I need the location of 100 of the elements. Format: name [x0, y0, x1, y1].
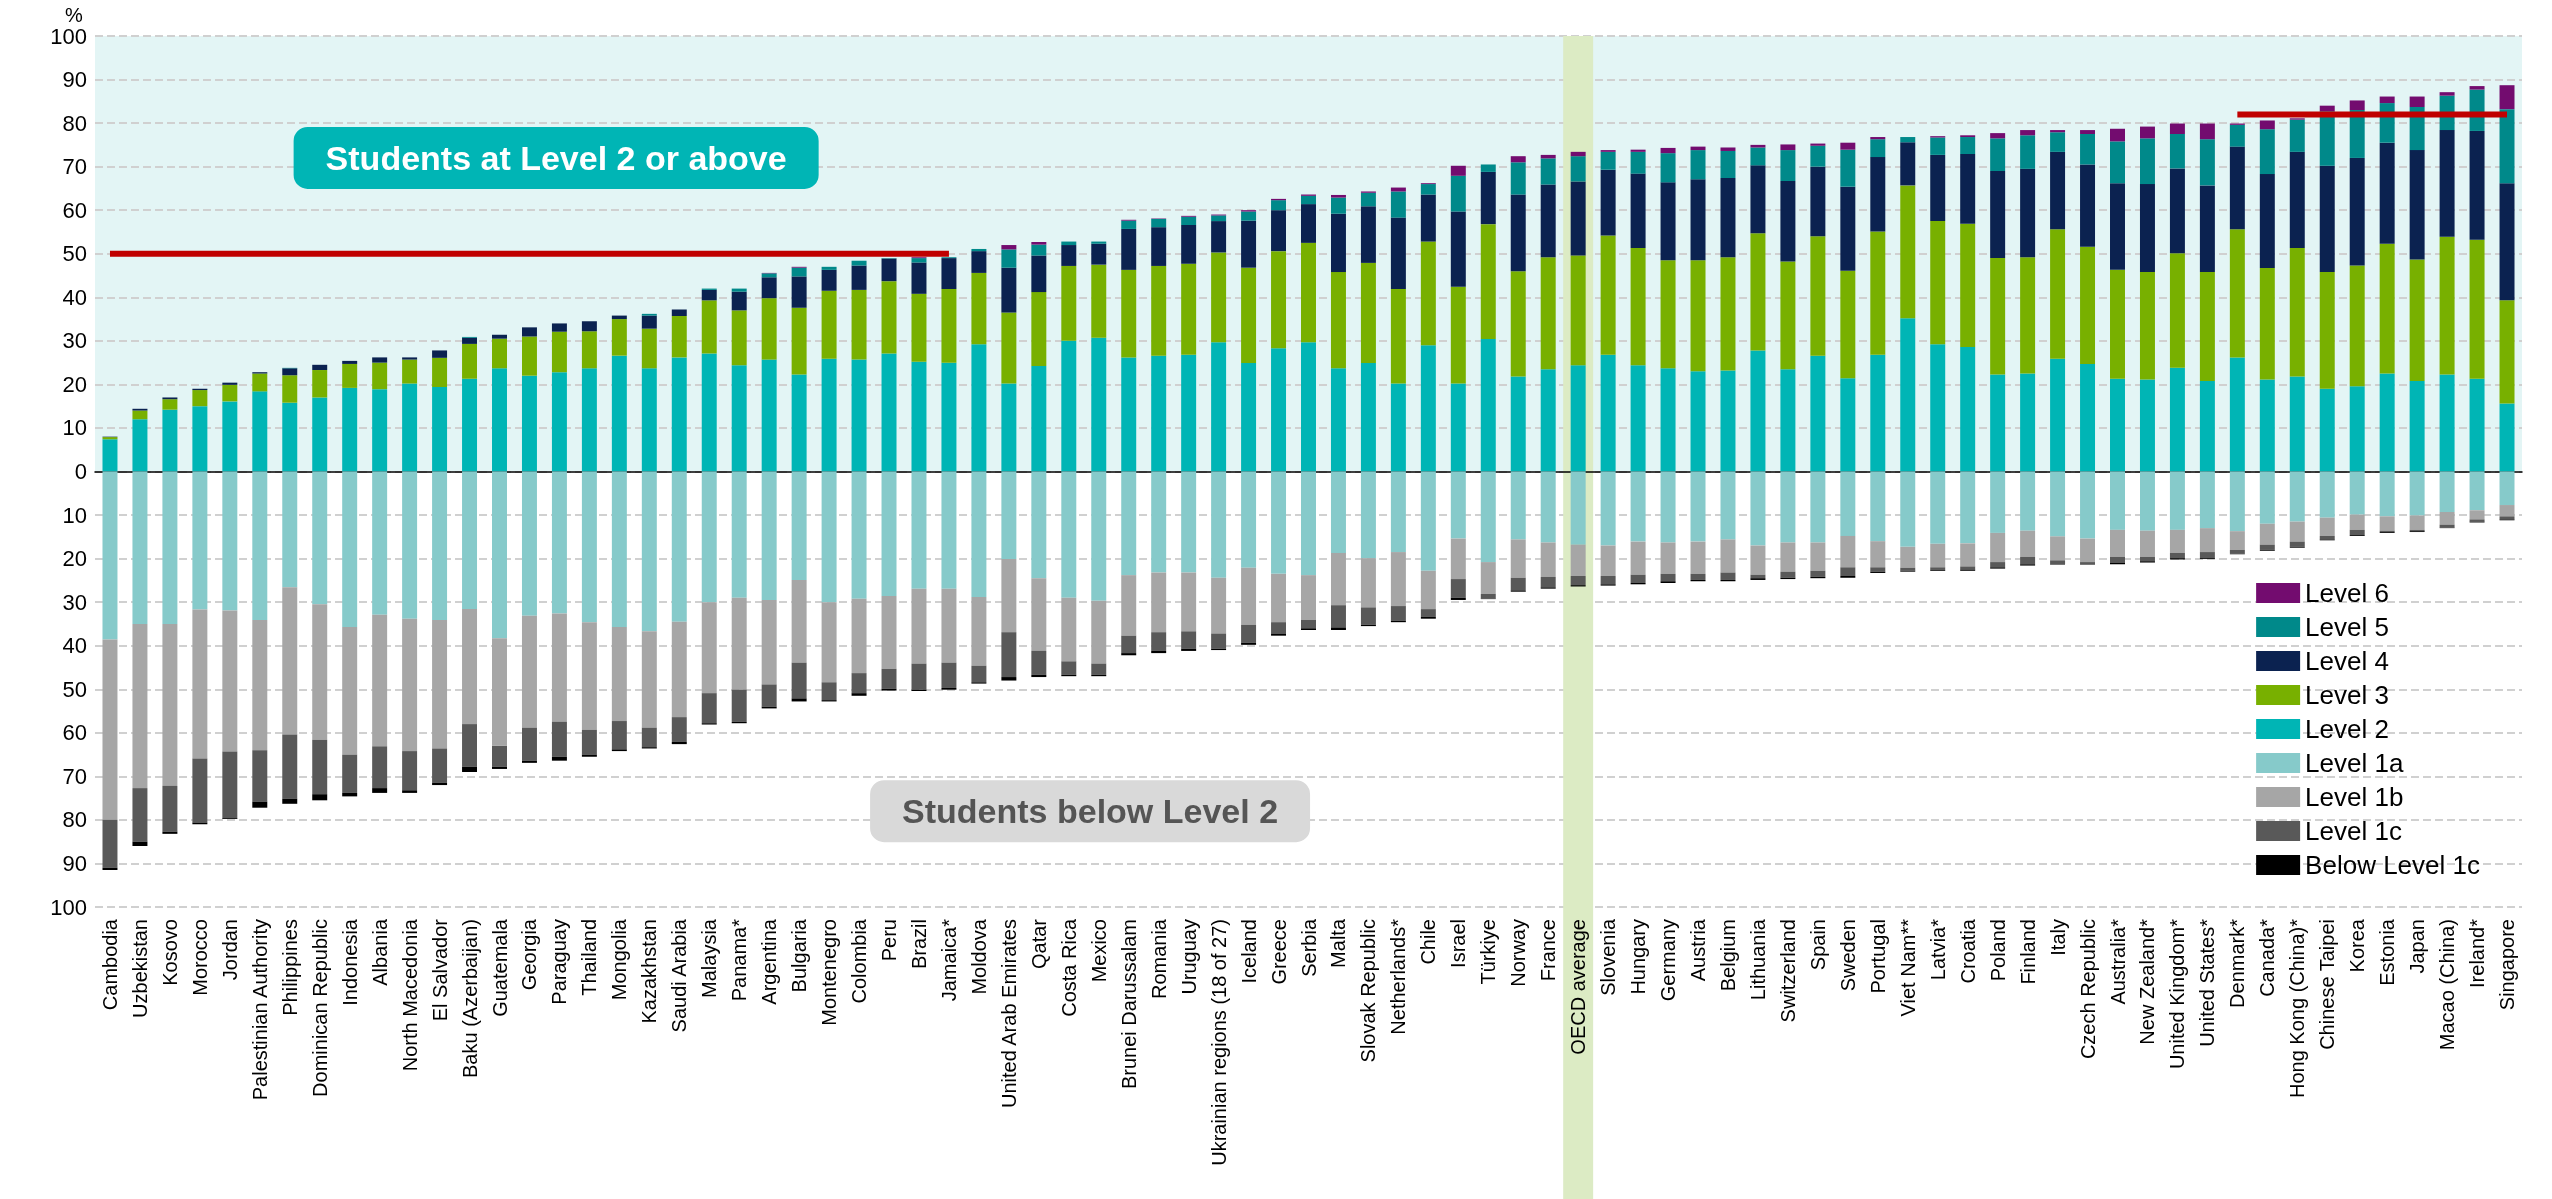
bar: [312, 739, 328, 795]
bar: [342, 626, 358, 755]
bar: [2409, 150, 2425, 260]
bar: [881, 353, 897, 472]
bar: [192, 471, 208, 610]
bar: [1780, 144, 1796, 151]
bar: [2469, 378, 2485, 472]
x-tick-label: Poland: [1986, 919, 2009, 982]
bar: [2379, 471, 2395, 517]
bar: [2110, 183, 2125, 270]
bar: [1690, 260, 1706, 372]
bar: [2499, 183, 2515, 301]
bar: [252, 620, 268, 751]
bar: [971, 272, 987, 345]
bar: [761, 273, 777, 278]
x-tick-label: Ireland*: [2466, 918, 2489, 988]
bar: [581, 622, 597, 730]
bar: [2139, 471, 2155, 531]
bar: [911, 361, 927, 472]
x-tick-label: Mexico: [1087, 919, 1110, 983]
bar: [1301, 195, 1316, 205]
bar: [1001, 632, 1017, 678]
bar: [102, 867, 118, 870]
y-tick-label: 90: [62, 850, 87, 876]
bar: [102, 439, 118, 472]
bar: [1151, 572, 1167, 633]
bar: [1330, 194, 1346, 198]
bar: [821, 471, 837, 603]
bar: [1420, 194, 1436, 242]
bar: [1061, 340, 1077, 472]
bar: [941, 289, 957, 363]
bar: [971, 248, 987, 252]
x-tick-label: Croatia: [1956, 918, 1979, 984]
bar: [1241, 211, 1257, 221]
bar: [1211, 577, 1227, 634]
bar: [282, 375, 298, 403]
bar: [1420, 570, 1436, 610]
x-tick-label: Mongolia: [608, 918, 631, 1001]
bar: [192, 609, 208, 759]
bar: [1570, 181, 1586, 256]
bar: [1360, 192, 1376, 207]
bar: [1570, 151, 1586, 157]
bar: [2469, 239, 2485, 379]
bar: [162, 471, 178, 624]
x-tick-label: Switzerland: [1776, 919, 1799, 1023]
bar: [971, 344, 987, 472]
bar: [402, 751, 418, 791]
bar: [2199, 471, 2215, 529]
bar: [162, 399, 178, 410]
bar: [432, 620, 448, 749]
bar: [1540, 471, 1556, 543]
x-tick-label: Hungary: [1627, 919, 1650, 995]
bar: [1480, 562, 1496, 594]
bar: [1211, 221, 1227, 253]
bar: [1001, 383, 1017, 472]
bar: [372, 357, 388, 363]
bar: [2409, 96, 2425, 107]
bar: [282, 587, 298, 735]
bar: [342, 360, 358, 364]
x-tick-label: Cambodia: [98, 918, 121, 1011]
bar: [132, 410, 148, 420]
x-tick-label: Kazakhstan: [638, 919, 661, 1024]
bar: [222, 382, 238, 385]
bar: [1031, 292, 1047, 367]
bar: [1840, 471, 1856, 536]
bar: [1181, 225, 1197, 264]
x-tick-label: France: [1537, 919, 1560, 982]
legend-label: Level 3: [2305, 680, 2389, 710]
bar: [1960, 471, 1976, 544]
bar: [1091, 337, 1107, 472]
bar: [1720, 471, 1736, 540]
x-tick-label: Viet Nam**: [1896, 918, 1919, 1017]
bar: [1061, 245, 1077, 266]
bar: [2020, 130, 2036, 136]
bar: [1720, 370, 1736, 472]
bar: [2379, 243, 2395, 374]
bar: [1121, 220, 1137, 229]
bar: [1301, 242, 1316, 343]
bar: [102, 819, 118, 868]
bar: [1390, 606, 1406, 621]
bar: [2349, 386, 2365, 472]
x-tick-label: Georgia: [518, 918, 541, 991]
bar: [462, 337, 478, 344]
bar: [1450, 471, 1466, 539]
bar: [1690, 541, 1706, 574]
bar: [1990, 138, 2006, 172]
bar: [2110, 378, 2125, 472]
bar: [881, 258, 897, 282]
bar: [761, 471, 777, 600]
bar: [701, 693, 717, 724]
bar: [1720, 150, 1736, 178]
bar: [132, 471, 148, 624]
bar: [851, 265, 867, 290]
bar: [2020, 168, 2036, 258]
bar: [2289, 376, 2305, 472]
bar: [2499, 505, 2515, 517]
bar: [2169, 367, 2185, 472]
bar: [1360, 262, 1376, 364]
bar: [1870, 157, 1886, 232]
bar: [1151, 650, 1167, 654]
